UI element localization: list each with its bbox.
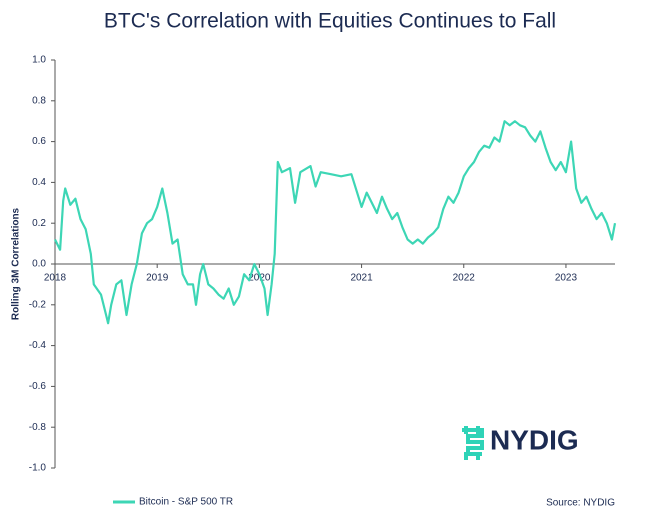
y-tick-label: 0.4 xyxy=(32,177,46,188)
chart-title: BTC's Correlation with Equities Continue… xyxy=(104,10,556,33)
x-tick-label: 2021 xyxy=(350,273,373,284)
x-tick-label: 2019 xyxy=(146,273,169,284)
y-tick-label: -0.2 xyxy=(29,299,47,310)
x-tick-label: 2018 xyxy=(44,273,67,284)
y-tick-label: 0.0 xyxy=(32,259,46,270)
y-tick-label: -1.0 xyxy=(29,463,47,474)
y-tick-label: 0.8 xyxy=(32,95,46,106)
logo-text: NYDIG xyxy=(490,424,579,455)
source-note: Source: NYDIG xyxy=(546,498,615,509)
y-tick-label: -0.4 xyxy=(29,340,47,351)
y-axis-label: Rolling 3M Correlations xyxy=(11,207,22,320)
y-tick-label: 0.2 xyxy=(32,218,46,229)
legend-label: Bitcoin - S&P 500 TR xyxy=(139,497,233,508)
x-tick-label: 2023 xyxy=(555,273,578,284)
y-tick-label: 1.0 xyxy=(32,55,46,66)
y-tick-label: -0.6 xyxy=(29,381,47,392)
x-tick-label: 2020 xyxy=(248,273,271,284)
y-tick-label: -0.8 xyxy=(29,422,47,433)
logo-icon xyxy=(462,426,484,460)
y-tick-label: 0.6 xyxy=(32,136,46,147)
data-line xyxy=(54,120,617,325)
x-tick-label: 2022 xyxy=(453,273,476,284)
